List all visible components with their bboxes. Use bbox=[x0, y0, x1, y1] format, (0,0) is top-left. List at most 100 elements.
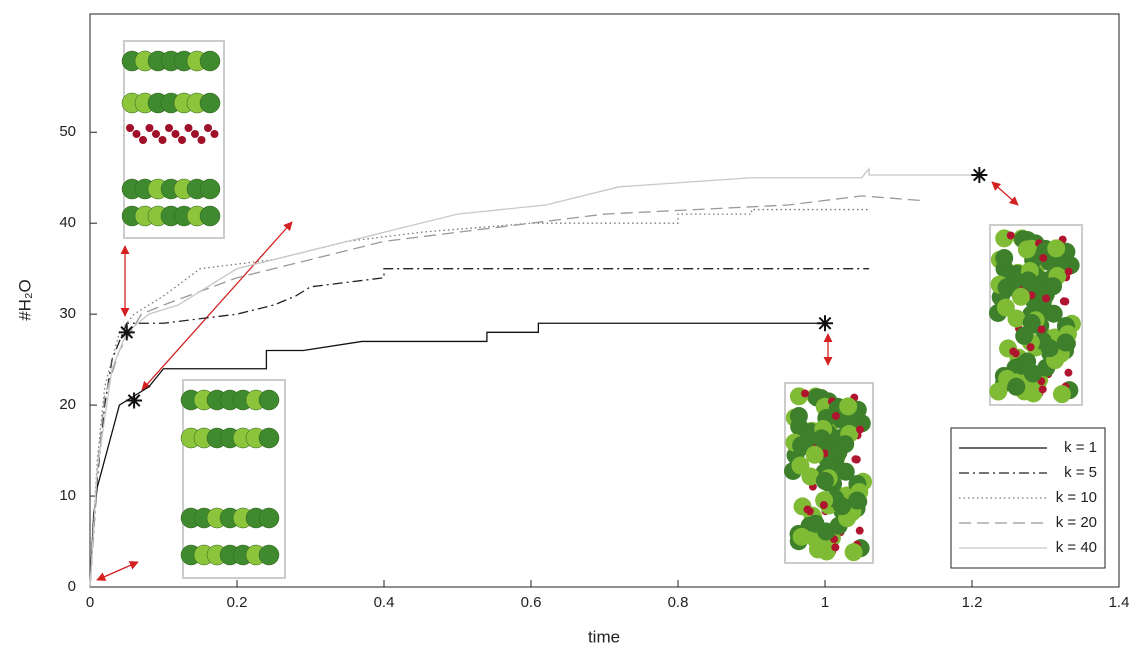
series-line bbox=[89, 166, 980, 588]
legend-label: k = 5 bbox=[1064, 464, 1097, 481]
series-line bbox=[89, 195, 921, 588]
atom bbox=[989, 382, 1008, 401]
y-tick-label: 30 bbox=[59, 305, 76, 322]
oxygen bbox=[132, 130, 141, 138]
atom bbox=[836, 462, 855, 481]
oxygen bbox=[801, 389, 810, 398]
x-tick-label: 0.2 bbox=[227, 594, 248, 611]
atom bbox=[848, 491, 867, 510]
atom bbox=[812, 429, 831, 448]
oxygen bbox=[1038, 385, 1047, 394]
atom bbox=[199, 205, 221, 227]
legend-label: k = 40 bbox=[1056, 539, 1097, 556]
legend-label: k = 1 bbox=[1064, 439, 1097, 456]
series-line bbox=[89, 322, 825, 588]
atom bbox=[1015, 326, 1034, 345]
y-tick-label: 0 bbox=[68, 578, 76, 595]
legend-label: k = 10 bbox=[1056, 489, 1097, 506]
oxygen bbox=[1009, 347, 1018, 356]
atom bbox=[258, 427, 280, 449]
oxygen bbox=[855, 425, 864, 434]
structure-images bbox=[121, 40, 1083, 579]
star-marker bbox=[971, 166, 988, 183]
atom bbox=[1056, 333, 1075, 352]
oxygen bbox=[1042, 294, 1051, 303]
atom bbox=[1047, 239, 1066, 258]
plot-frame bbox=[89, 13, 1120, 588]
x-tick-label: 1.4 bbox=[1109, 594, 1130, 611]
oxygen bbox=[1026, 343, 1035, 352]
atom bbox=[1011, 287, 1030, 306]
atom bbox=[258, 544, 280, 566]
oxygen bbox=[819, 501, 828, 510]
oxygen bbox=[851, 455, 860, 464]
atom bbox=[836, 435, 855, 454]
atom bbox=[258, 507, 280, 529]
atom bbox=[808, 540, 827, 559]
star-marker bbox=[817, 315, 833, 332]
oxygen bbox=[1064, 368, 1073, 377]
atom bbox=[1017, 240, 1036, 259]
atom bbox=[833, 497, 852, 516]
atom bbox=[997, 278, 1016, 297]
atom bbox=[1040, 339, 1059, 358]
atom bbox=[199, 178, 221, 200]
oxygen bbox=[171, 130, 180, 138]
oxygen bbox=[831, 543, 840, 552]
arrow bbox=[141, 221, 293, 391]
atom bbox=[1018, 352, 1037, 371]
atom bbox=[844, 543, 863, 562]
y-tick-label: 50 bbox=[59, 123, 76, 140]
x-tick-label: 1 bbox=[821, 594, 829, 611]
arrow bbox=[96, 561, 139, 581]
oxygen bbox=[197, 136, 206, 144]
atom bbox=[995, 249, 1014, 268]
oxygen bbox=[158, 136, 167, 144]
star-marker bbox=[118, 324, 135, 341]
oxygen bbox=[145, 124, 154, 132]
arrow bbox=[991, 181, 1019, 206]
atom bbox=[792, 436, 811, 455]
oxygen bbox=[191, 130, 199, 138]
oxygen bbox=[152, 130, 160, 138]
atom bbox=[199, 92, 221, 114]
arrows bbox=[96, 181, 1019, 581]
x-tick-label: 0.6 bbox=[521, 594, 542, 611]
oxygen bbox=[1059, 297, 1068, 306]
atom bbox=[1044, 304, 1063, 323]
atom bbox=[817, 522, 836, 541]
y-tick-label: 40 bbox=[59, 214, 76, 231]
oxygen bbox=[210, 130, 219, 138]
atom bbox=[815, 471, 834, 490]
atom bbox=[839, 397, 858, 416]
oxygen bbox=[178, 136, 186, 144]
atom bbox=[258, 389, 280, 411]
x-tick-label: 1.2 bbox=[962, 594, 983, 611]
oxygen bbox=[204, 124, 212, 132]
oxygen bbox=[1064, 267, 1073, 276]
y-tick-label: 10 bbox=[59, 487, 76, 504]
x-tick-label: 0.4 bbox=[374, 594, 395, 611]
oxygen bbox=[1039, 253, 1048, 262]
y-axis-title: #H₂O bbox=[15, 279, 34, 321]
atom bbox=[792, 527, 811, 546]
x-tick-label: 0 bbox=[86, 594, 94, 611]
star-marker bbox=[126, 392, 143, 409]
atom bbox=[1019, 271, 1038, 290]
series-line bbox=[89, 268, 870, 588]
atom bbox=[791, 456, 810, 475]
oxygen bbox=[1037, 325, 1046, 334]
atom bbox=[815, 491, 834, 510]
oxygen bbox=[165, 124, 173, 132]
y-tick-label: 20 bbox=[59, 396, 76, 413]
atom bbox=[805, 445, 824, 464]
oxygen bbox=[139, 136, 147, 144]
oxygen bbox=[1006, 231, 1015, 240]
oxygen bbox=[855, 526, 864, 535]
atom bbox=[1052, 385, 1071, 404]
oxygen bbox=[831, 411, 840, 420]
oxygen bbox=[803, 505, 812, 514]
legend-label: k = 20 bbox=[1056, 514, 1097, 531]
atom bbox=[199, 50, 221, 72]
atom bbox=[1007, 377, 1026, 396]
